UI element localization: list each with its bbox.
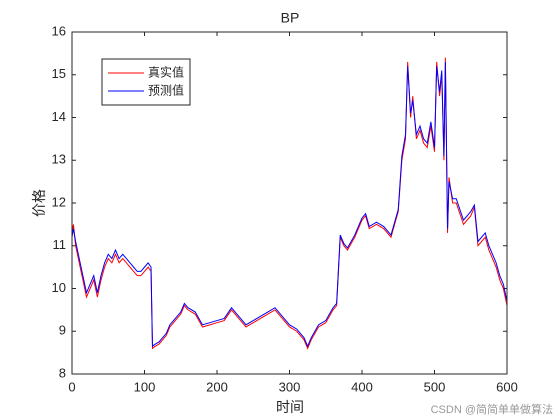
y-tick-label: 14	[52, 109, 66, 124]
watermark: CSDN @简简单单做算法	[431, 402, 553, 416]
y-tick-label: 16	[52, 23, 66, 38]
x-tick-label: 0	[68, 379, 75, 394]
y-tick-label: 11	[53, 237, 67, 252]
y-tick-label: 12	[52, 194, 66, 209]
legend-box	[101, 58, 191, 106]
chart-title: BP	[281, 10, 300, 26]
x-tick-label: 100	[134, 379, 156, 394]
y-tick-label: 13	[52, 152, 66, 167]
x-axis-label: 时间	[276, 400, 304, 416]
series-line	[71, 61, 508, 348]
x-tick-label: 200	[206, 379, 228, 394]
y-tick-label: 10	[52, 280, 66, 295]
y-tick-label: 8	[59, 365, 66, 380]
x-tick-label: 500	[424, 379, 446, 394]
x-tick-label: 600	[496, 379, 518, 394]
y-tick-label: 15	[52, 66, 66, 81]
x-tick-label: 400	[351, 379, 373, 394]
y-tick-label: 9	[59, 323, 66, 338]
legend-label: 预测值	[148, 83, 184, 98]
axes-box	[71, 31, 508, 375]
x-tick-label: 300	[279, 379, 301, 394]
y-axis-label: 价格	[32, 189, 48, 217]
legend-label: 真实值	[148, 65, 184, 80]
